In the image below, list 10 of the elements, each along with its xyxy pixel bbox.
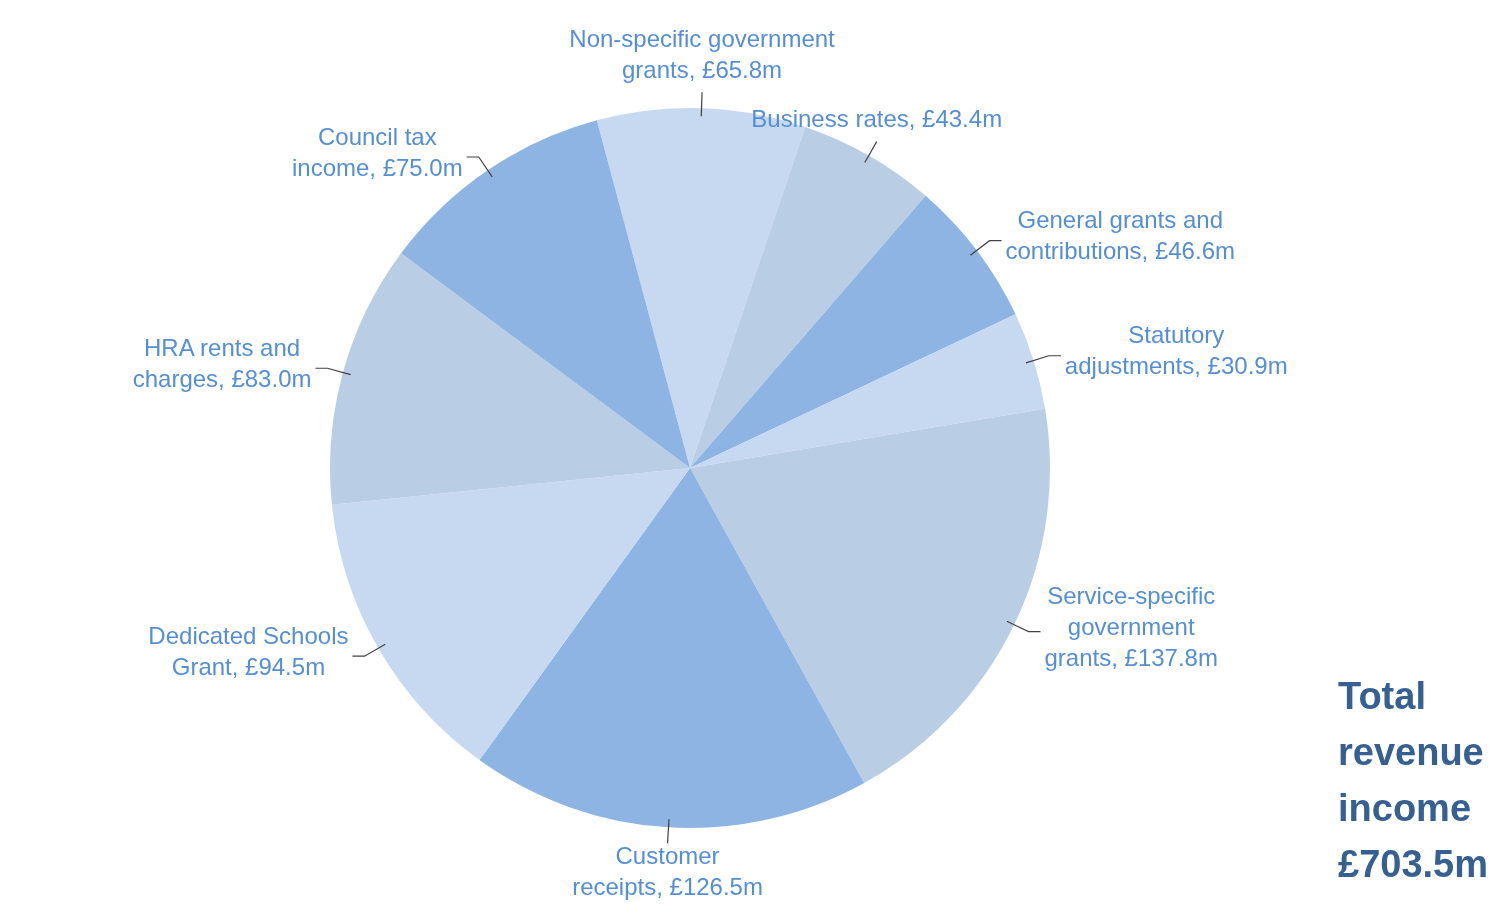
slice-label: Statutory adjustments, £30.9m (1064, 321, 1288, 380)
slice-label: Non-specific government grants, £65.8m (569, 24, 836, 83)
slice-label: Council tax income, £75.0m (291, 122, 463, 181)
slice-label: General grants and contributions, £46.6m (1005, 206, 1235, 265)
slice-label: Business rates, £43.4m (751, 105, 1003, 133)
slice-label: Service-specific government grants, £137.8m (1044, 581, 1218, 671)
slice-label: Dedicated Schools Grant, £94.5m (148, 621, 349, 680)
slice-label: HRA rents and charges, £83.0m (132, 333, 312, 392)
slice-label: Customer receipts, £126.5m (572, 841, 763, 900)
text: Total revenue income £703.5m (1338, 674, 1489, 887)
